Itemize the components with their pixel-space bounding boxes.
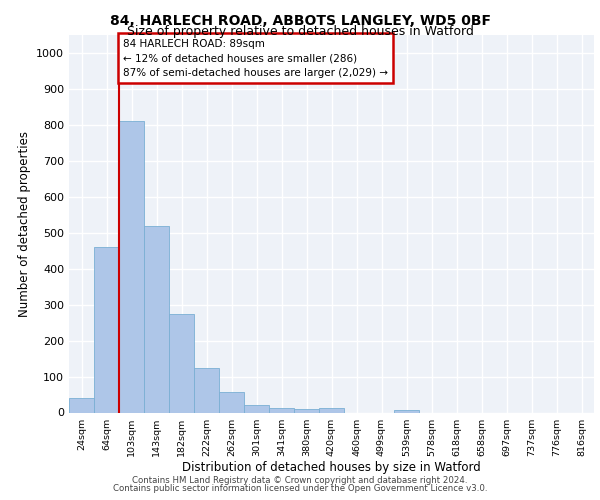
Text: Size of property relative to detached houses in Watford: Size of property relative to detached ho… [127,25,473,38]
Bar [394,410,419,412]
Bar [269,408,294,412]
Text: 84, HARLECH ROAD, ABBOTS LANGLEY, WD5 0BF: 84, HARLECH ROAD, ABBOTS LANGLEY, WD5 0B… [110,14,491,28]
Bar [94,247,119,412]
Y-axis label: Number of detached properties: Number of detached properties [17,130,31,317]
Bar [169,314,194,412]
Bar [119,122,144,412]
Bar [294,409,319,412]
Text: Contains public sector information licensed under the Open Government Licence v3: Contains public sector information licen… [113,484,487,493]
Text: Contains HM Land Registry data © Crown copyright and database right 2024.: Contains HM Land Registry data © Crown c… [132,476,468,485]
Bar [319,408,344,412]
Bar [69,398,94,412]
Bar [144,226,169,412]
X-axis label: Distribution of detached houses by size in Watford: Distribution of detached houses by size … [182,462,481,474]
Bar [244,404,269,412]
Bar [219,392,244,412]
Bar [194,368,219,412]
Text: 84 HARLECH ROAD: 89sqm
← 12% of detached houses are smaller (286)
87% of semi-de: 84 HARLECH ROAD: 89sqm ← 12% of detached… [123,38,388,78]
